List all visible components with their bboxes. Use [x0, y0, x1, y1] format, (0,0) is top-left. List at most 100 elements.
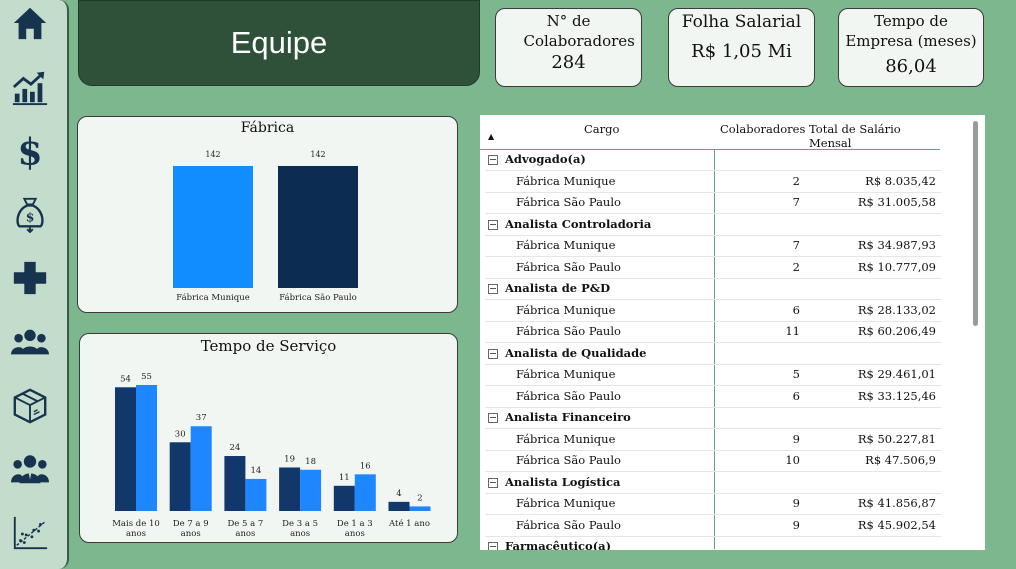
cell-total: R$ 8.035,42 — [865, 173, 936, 188]
nav-budget-button[interactable]: $ — [9, 193, 51, 235]
table-row[interactable]: Fábrica São Paulo 10 R$ 47.506,9 — [485, 450, 941, 472]
table-row[interactable]: Fábrica Munique 9 R$ 50.227,81 — [485, 429, 941, 451]
table-row[interactable]: Fábrica São Paulo 7 R$ 31.005,58 — [485, 192, 941, 214]
cell-total: R$ 50.227,81 — [857, 431, 936, 446]
nav-people-button[interactable] — [9, 321, 51, 363]
bar[interactable] — [169, 442, 191, 511]
table-group-row[interactable]: Advogado(a) — [485, 149, 941, 171]
kpi-value: 86,04 — [885, 56, 937, 77]
money-bag-icon: $ — [16, 197, 44, 233]
cell-factory: Fábrica Munique — [516, 431, 616, 446]
nav-logistics-button[interactable] — [9, 385, 51, 427]
cell-factory: Fábrica Munique — [516, 302, 616, 317]
column-header-cargo[interactable]: Cargo — [584, 122, 620, 136]
salary-matrix-table[interactable]: ▲ Cargo Colaboradores Total de Salário M… — [480, 115, 985, 550]
cell-factory: Fábrica São Paulo — [516, 388, 621, 403]
cell-total: R$ 10.777,09 — [857, 259, 936, 274]
collapse-icon[interactable] — [488, 155, 498, 165]
data-label: 37 — [196, 413, 207, 423]
group-label: Advogado(a) — [488, 152, 586, 166]
bar[interactable] — [278, 166, 358, 288]
table-row[interactable]: Fábrica São Paulo 6 R$ 33.125,46 — [485, 386, 941, 408]
data-label: 55 — [141, 372, 152, 382]
sidebar-nav: $ $ — [0, 0, 69, 569]
nav-health-button[interactable] — [9, 257, 51, 299]
page-title: Equipe — [230, 25, 328, 60]
table-group-row[interactable]: Analista de Qualidade — [485, 343, 941, 365]
cell-total: R$ 34.987,93 — [857, 238, 936, 252]
group-label: Analista Financeiro — [488, 410, 631, 424]
nav-team-button[interactable] — [9, 449, 51, 491]
table-row[interactable]: Fábrica São Paulo 9 R$ 45.902,54 — [485, 515, 941, 537]
cell-count: 6 — [792, 302, 800, 317]
kpi-card-tenure: Tempo de Empresa (meses) 86,04 — [838, 8, 984, 87]
data-label: 14 — [250, 466, 261, 476]
table-row[interactable]: Fábrica Munique 7 R$ 34.987,93 — [485, 235, 941, 257]
kpi-card-employees: N° de Colaboradores 284 — [495, 8, 642, 87]
bar[interactable] — [409, 506, 431, 511]
table-row[interactable]: Fábrica Munique 9 R$ 41.856,87 — [485, 493, 941, 515]
table-group-row[interactable]: Analista Controladoria — [485, 214, 941, 236]
cell-factory: Fábrica São Paulo — [516, 517, 621, 532]
bar[interactable] — [173, 166, 253, 288]
nav-finance-button[interactable]: $ — [9, 130, 51, 172]
bar[interactable] — [224, 456, 246, 511]
data-label: 142 — [205, 150, 220, 159]
collapse-icon[interactable] — [488, 413, 498, 423]
group-label: Analista de P&D — [488, 281, 610, 295]
bar[interactable] — [115, 387, 136, 511]
group-label: Analista Logística — [488, 475, 621, 489]
bar[interactable] — [245, 478, 267, 511]
table-row[interactable]: Fábrica São Paulo 11 R$ 60.206,49 — [485, 321, 941, 343]
cell-factory: Fábrica São Paulo — [516, 195, 621, 209]
bar[interactable] — [388, 501, 410, 511]
table-row[interactable]: Fábrica Munique 2 R$ 8.035,42 — [485, 171, 941, 193]
bar[interactable] — [300, 469, 322, 511]
collapse-icon[interactable] — [488, 219, 498, 230]
chart-panel-factory: Fábrica 142 Fábrica Munique 142 Fábrica São… — [77, 116, 458, 313]
nav-analytics-button[interactable] — [9, 512, 51, 554]
table-group-row[interactable]: Analista Logística — [485, 472, 941, 494]
table-row[interactable]: Fábrica São Paulo 2 R$ 10.777,09 — [485, 257, 941, 279]
category-label-line2: anos — [235, 529, 255, 539]
home-icon — [13, 7, 47, 40]
data-label: 16 — [360, 461, 371, 471]
table-group-row[interactable]: Analista de P&D — [485, 278, 941, 300]
bar[interactable] — [333, 485, 355, 511]
column-header-colaboradores[interactable]: Colaboradores — [720, 122, 806, 136]
page-title-banner: Equipe — [78, 0, 480, 86]
scatter-plot-icon — [13, 516, 48, 550]
cell-factory: Fábrica São Paulo — [516, 453, 621, 467]
collapse-icon[interactable] — [488, 477, 498, 488]
bar[interactable] — [279, 467, 301, 511]
sort-ascending-icon[interactable]: ▲ — [488, 132, 495, 141]
table-group-row[interactable]: Analista Financeiro — [485, 407, 941, 429]
kpi-value: R$ 1,05 Mi — [691, 41, 792, 62]
bar[interactable] — [354, 474, 376, 511]
collapse-icon[interactable] — [488, 348, 498, 359]
vertical-scrollbar[interactable] — [971, 119, 979, 547]
table-row[interactable]: Fábrica Munique 6 R$ 28.133,02 — [485, 300, 941, 322]
cell-total: R$ 45.902,54 — [857, 517, 936, 532]
kpi-card-payroll: Folha Salarial R$ 1,05 Mi — [668, 8, 815, 87]
cell-factory: Fábrica São Paulo — [516, 259, 621, 274]
scrollbar-thumb[interactable] — [973, 121, 978, 326]
cell-total: R$ 47.506,9 — [865, 453, 936, 467]
category-label: Fábrica Munique — [176, 292, 249, 303]
collapse-icon[interactable] — [488, 284, 498, 294]
category-label: Fábrica São Paulo — [279, 292, 357, 303]
nav-home-button[interactable] — [9, 2, 51, 44]
bar[interactable] — [136, 385, 157, 511]
cell-count: 9 — [792, 517, 800, 532]
column-header-total-salario[interactable]: Total de Salário Mensal — [809, 122, 901, 150]
category-label-line2: anos — [126, 529, 146, 539]
data-label: 19 — [284, 454, 295, 464]
cell-count: 5 — [792, 367, 800, 381]
nav-growth-button[interactable] — [9, 66, 51, 108]
collapse-icon[interactable] — [488, 542, 498, 550]
table-group-row[interactable]: Farmacêutico(a) — [485, 536, 941, 550]
table-row[interactable]: Fábrica Munique 5 R$ 29.461,01 — [485, 364, 941, 386]
bar[interactable] — [190, 426, 212, 511]
category-label: De 5 a 7 — [227, 519, 263, 529]
